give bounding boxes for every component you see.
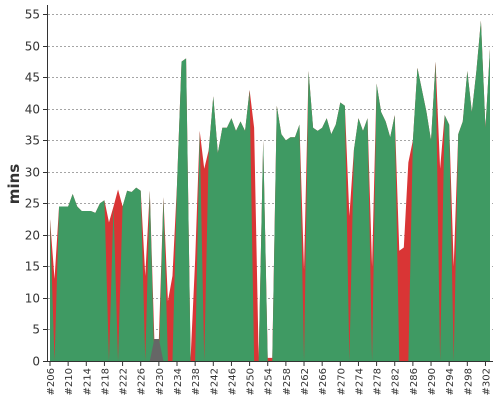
x-tick-label: #294 [445, 368, 456, 395]
x-tick-label: #234 [173, 368, 184, 395]
success-area [50, 20, 490, 362]
y-tick-labels: 0 5 10 15 20 25 30 35 40 45 50 55 [25, 8, 47, 369]
x-tick-label: #298 [463, 368, 474, 395]
y-tick-label: 15 [25, 260, 40, 274]
x-tick-label: #210 [64, 368, 75, 395]
x-tick-label: #290 [427, 368, 438, 395]
x-tick-label: #218 [100, 368, 111, 395]
x-tick-label: #302 [481, 368, 492, 395]
x-tick-label: #274 [354, 368, 365, 395]
y-tick-label: 20 [25, 229, 40, 243]
x-tick-label: #266 [318, 368, 329, 395]
x-tick-label: #242 [209, 368, 220, 395]
x-tick-label: #278 [373, 368, 384, 395]
y-tick-label: 25 [25, 197, 40, 211]
y-tick-label: 50 [25, 40, 40, 54]
x-tick-label: #262 [300, 368, 311, 395]
y-axis-label: mins [5, 164, 23, 204]
x-tick-label: #238 [191, 368, 202, 395]
x-tick-label: #258 [282, 368, 293, 395]
y-tick-label: 55 [25, 8, 40, 22]
x-tick-label: #282 [391, 368, 402, 395]
x-tick-label: #250 [246, 368, 257, 395]
axes [47, 5, 493, 362]
y-tick-label: 0 [32, 355, 40, 369]
aborted-area [149, 338, 164, 361]
x-tick-label: #214 [82, 368, 93, 395]
x-tick-label: #222 [119, 368, 130, 395]
x-tick-label: #226 [137, 368, 148, 395]
x-tick-label: #270 [336, 368, 347, 395]
y-tick-label: 5 [32, 323, 40, 337]
y-tick-label: 45 [25, 71, 40, 85]
y-tick-label: 30 [25, 166, 40, 180]
y-tick-label: 10 [25, 292, 40, 306]
y-tick-label: 40 [25, 103, 40, 117]
x-tick-label: #206 [46, 368, 57, 395]
x-tick-label: #246 [227, 368, 238, 395]
area-series [50, 20, 490, 362]
x-tick-label: #286 [409, 368, 420, 395]
x-tick-label: #254 [264, 368, 275, 395]
y-tick-label: 35 [25, 134, 40, 148]
x-tick-labels: #206 #210 #214 #218 #222 #226 #230 #234 #238 #242… [46, 362, 492, 395]
x-tick-label: #230 [155, 368, 166, 395]
